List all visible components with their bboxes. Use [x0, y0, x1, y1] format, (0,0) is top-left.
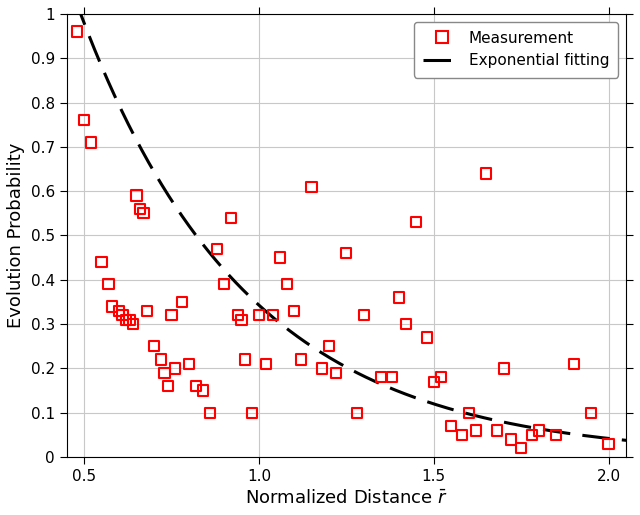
Point	[104, 280, 114, 288]
Point	[191, 382, 201, 390]
Point	[446, 422, 456, 430]
Point	[260, 360, 271, 368]
Point	[219, 280, 229, 288]
Point	[142, 307, 152, 315]
Point	[138, 209, 148, 217]
Point	[156, 355, 166, 364]
Point	[247, 408, 257, 417]
Point	[506, 435, 516, 443]
Point	[205, 408, 215, 417]
Point	[470, 426, 481, 435]
Point	[240, 355, 250, 364]
Point	[604, 440, 614, 448]
Point	[352, 408, 362, 417]
Point	[296, 355, 306, 364]
Point	[422, 333, 432, 341]
Point	[114, 307, 124, 315]
Point	[97, 258, 107, 266]
Point	[401, 320, 411, 328]
Point	[184, 360, 194, 368]
Point	[198, 386, 208, 394]
Point	[289, 307, 299, 315]
Point	[170, 364, 180, 372]
Point	[177, 298, 187, 306]
Point	[324, 342, 334, 350]
Point	[226, 214, 236, 222]
Point	[282, 280, 292, 288]
X-axis label: Normalized Distance $\bar{r}$: Normalized Distance $\bar{r}$	[245, 489, 448, 508]
Point	[166, 311, 177, 319]
Point	[394, 294, 404, 302]
Point	[149, 342, 159, 350]
Point	[131, 192, 141, 200]
Point	[254, 311, 264, 319]
Point	[124, 316, 134, 324]
Point	[307, 183, 317, 191]
Point	[163, 382, 173, 390]
Legend: Measurement, Exponential fitting: Measurement, Exponential fitting	[414, 22, 618, 77]
Point	[341, 249, 351, 258]
Point	[159, 369, 170, 377]
Point	[107, 302, 117, 311]
Y-axis label: Evolution Probability: Evolution Probability	[7, 143, 25, 328]
Point	[331, 369, 341, 377]
Point	[317, 364, 327, 372]
Point	[86, 139, 96, 147]
Point	[411, 218, 421, 226]
Point	[135, 205, 145, 213]
Point	[499, 364, 509, 372]
Point	[481, 169, 492, 178]
Point	[534, 426, 544, 435]
Point	[586, 408, 596, 417]
Point	[121, 316, 131, 324]
Point	[492, 426, 502, 435]
Point	[233, 311, 243, 319]
Point	[568, 360, 579, 368]
Point	[527, 431, 537, 439]
Point	[275, 253, 285, 262]
Point	[387, 373, 397, 382]
Point	[72, 27, 82, 36]
Point	[456, 431, 467, 439]
Point	[551, 431, 561, 439]
Point	[516, 444, 526, 452]
Point	[268, 311, 278, 319]
Point	[376, 373, 387, 382]
Point	[79, 116, 89, 125]
Point	[429, 377, 439, 386]
Point	[236, 316, 246, 324]
Point	[358, 311, 369, 319]
Point	[117, 311, 127, 319]
Point	[463, 408, 474, 417]
Point	[212, 245, 222, 253]
Point	[436, 373, 446, 382]
Point	[128, 320, 138, 328]
